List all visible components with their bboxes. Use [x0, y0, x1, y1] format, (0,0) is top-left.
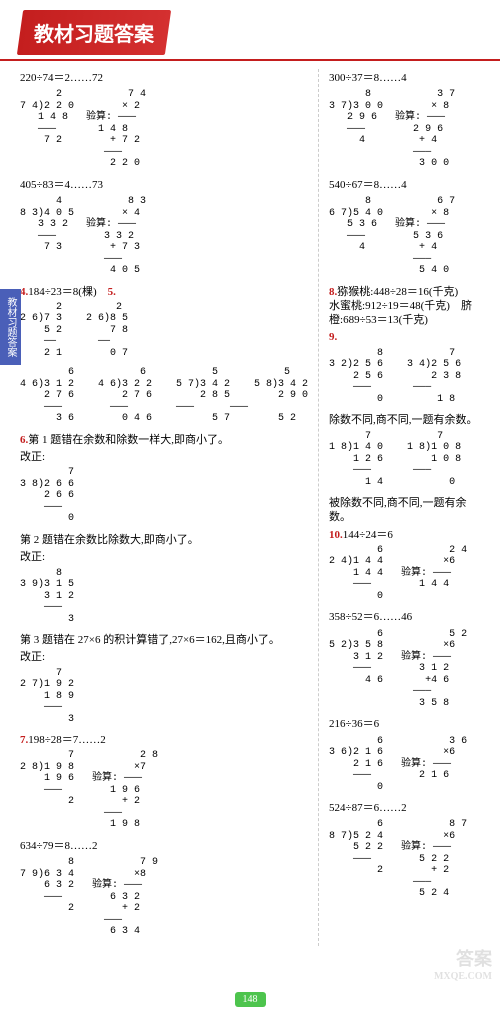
problem-number: 4.: [20, 286, 28, 298]
long-division: 7 2 8 2 8)1 9 8 ×7 1 9 6 验算: ――― ――― 1 9…: [20, 750, 308, 831]
watermark: 答案MXQE.COM: [434, 945, 492, 982]
problem-line: 7.198÷28＝7……2: [20, 733, 308, 747]
equation: 300÷37＝8……4: [329, 71, 480, 85]
left-column: 220÷74＝2……72 2 7 4 7 4)2 2 0 × 2 1 4 8 验…: [20, 69, 318, 946]
explanation: 被除数不同,商不同,一题有余数。: [329, 496, 480, 525]
problem-line: 9.: [329, 330, 480, 344]
long-division: 7 2 7)1 9 2 1 8 9 ――― 3: [20, 668, 308, 726]
correction-label: 改正:: [20, 550, 308, 564]
equation: 540÷67＝8……4: [329, 178, 480, 192]
long-division: 8 6 7 6 7)5 4 0 × 8 5 3 6 验算: ――― ――― 5 …: [329, 196, 480, 277]
problem-line: 8.猕猴桃:448÷28＝16(千克) 水蜜桃:912÷19＝48(千克) 脐橙…: [329, 285, 480, 328]
long-division: 7 3 8)2 6 6 2 6 6 ――― 0: [20, 467, 308, 525]
long-division: 6 5 2 5 2)3 5 8 ×6 3 1 2 验算: ――― ――― 3 1…: [329, 629, 480, 710]
long-division: 6 6 5 5 4 6)3 1 2 4 6)3 2 2 5 7)3 4 2 5 …: [20, 367, 308, 425]
explanation: 第 3 题错在 27×6 的积计算错了,27×6＝162,且商小了。: [20, 633, 308, 647]
long-division: 8 7 3 2)2 5 6 3 4)2 5 6 2 5 6 2 3 8 ――― …: [329, 348, 480, 406]
long-division: 8 3 7 3 7)3 0 0 × 8 2 9 6 验算: ――― ――― 2 …: [329, 89, 480, 170]
problem-number: 7.: [20, 734, 28, 746]
long-division: 6 8 7 8 7)5 2 4 ×6 5 2 2 验算: ――― ――― 5 2…: [329, 819, 480, 900]
equation: 405÷83＝4……73: [20, 178, 308, 192]
equation: 358÷52＝6……46: [329, 610, 480, 624]
long-division: 2 7 4 7 4)2 2 0 × 2 1 4 8 验算: ――― ――― 1 …: [20, 89, 308, 170]
page-header: 教材习题答案: [17, 10, 171, 55]
equation: 524÷87＝6……2: [329, 801, 480, 815]
correction-label: 改正:: [20, 650, 308, 664]
long-division: 8 7 9 7 9)6 3 4 ×8 6 3 2 验算: ――― ――― 6 3…: [20, 857, 308, 938]
correction-label: 改正:: [20, 450, 308, 464]
long-division: 6 3 6 3 6)2 1 6 ×6 2 1 6 验算: ――― ――― 2 1…: [329, 736, 480, 794]
long-division: 8 3 9)3 1 5 3 1 2 ――― 3: [20, 568, 308, 626]
problem-number: 10.: [329, 529, 343, 541]
equation: 634÷79＝8……2: [20, 839, 308, 853]
long-division: 6 2 4 2 4)1 4 4 ×6 1 4 4 验算: ――― ――― 1 4…: [329, 545, 480, 603]
long-division: 7 7 1 8)1 4 0 1 8)1 0 8 1 2 6 1 0 8 ――― …: [329, 431, 480, 489]
header-title: 教材习题答案: [34, 18, 154, 47]
explanation: 第 2 题错在余数比除数大,即商小了。: [20, 533, 308, 547]
problem-line: 4.184÷23＝8(棵) 5.: [20, 285, 308, 299]
explanation: 除数不同,商不同,一题有余数。: [329, 413, 480, 427]
footer: 148: [0, 992, 500, 1007]
header-rule: [0, 59, 500, 61]
long-division: 4 8 3 8 3)4 0 5 × 4 3 3 2 验算: ――― ――― 3 …: [20, 196, 308, 277]
equation: 220÷74＝2……72: [20, 71, 308, 85]
page-number: 148: [235, 992, 266, 1007]
problem-number: 9.: [329, 331, 337, 343]
side-tab: 教材习题答案: [0, 289, 21, 365]
long-division: 2 2 2 6)7 3 2 6)8 5 5 2 7 8 ―― ―― 2 1 0 …: [20, 302, 308, 360]
equation: 216÷36＝6: [329, 717, 480, 731]
content: 教材习题答案 220÷74＝2……72 2 7 4 7 4)2 2 0 × 2 …: [0, 69, 500, 986]
problem-number: 5.: [108, 286, 116, 298]
right-column: 300÷37＝8……4 8 3 7 3 7)3 0 0 × 8 2 9 6 验算…: [318, 69, 480, 946]
problem-line: 10.144÷24＝6: [329, 528, 480, 542]
problem-number: 6.: [20, 434, 28, 446]
problem-line: 6.第 1 题错在余数和除数一样大,即商小了。: [20, 433, 308, 447]
